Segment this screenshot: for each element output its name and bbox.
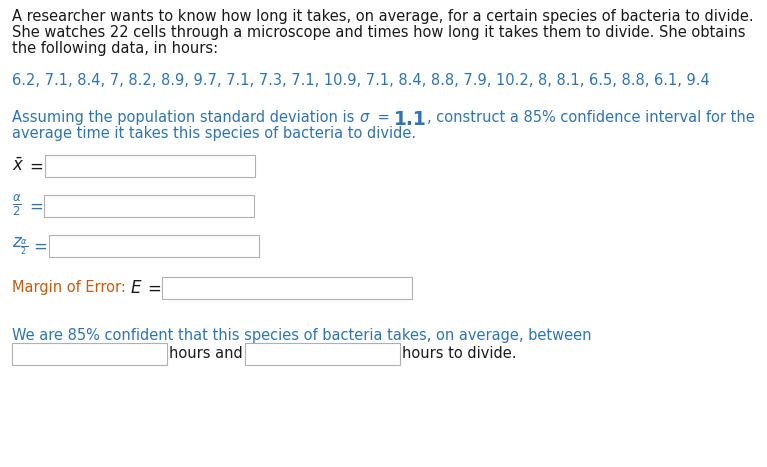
Text: We are 85% confident that this species of bacteria takes, on average, between: We are 85% confident that this species o… xyxy=(12,328,591,343)
Text: $\sigma$: $\sigma$ xyxy=(359,110,370,125)
Text: 1.1: 1.1 xyxy=(394,110,426,129)
Text: $=$: $=$ xyxy=(30,237,48,255)
Text: She watches 22 cells through a microscope and times how long it takes them to di: She watches 22 cells through a microscop… xyxy=(12,25,746,40)
Text: $E$: $E$ xyxy=(130,279,143,297)
FancyBboxPatch shape xyxy=(44,155,255,177)
Text: A researcher wants to know how long it takes, on average, for a certain species : A researcher wants to know how long it t… xyxy=(12,9,754,24)
FancyBboxPatch shape xyxy=(44,195,254,217)
Text: =: = xyxy=(373,110,394,125)
FancyBboxPatch shape xyxy=(163,277,413,299)
Text: , construct a 85% confidence interval for the: , construct a 85% confidence interval fo… xyxy=(426,110,755,125)
Text: $z_{\frac{\alpha}{2}}$: $z_{\frac{\alpha}{2}}$ xyxy=(12,235,28,257)
Text: $=$: $=$ xyxy=(26,157,44,175)
FancyBboxPatch shape xyxy=(245,343,400,365)
Text: hours and: hours and xyxy=(169,347,242,361)
FancyBboxPatch shape xyxy=(12,343,167,365)
Text: the following data, in hours:: the following data, in hours: xyxy=(12,41,218,56)
Text: $\frac{\alpha}{2}$: $\frac{\alpha}{2}$ xyxy=(12,193,21,219)
FancyBboxPatch shape xyxy=(48,235,258,257)
Text: 6.2, 7.1, 8.4, 7, 8.2, 8.9, 9.7, 7.1, 7.3, 7.1, 10.9, 7.1, 8.4, 8.8, 7.9, 10.2, : 6.2, 7.1, 8.4, 7, 8.2, 8.9, 9.7, 7.1, 7.… xyxy=(12,73,709,88)
Text: $=$: $=$ xyxy=(144,279,161,297)
Text: average time it takes this species of bacteria to divide.: average time it takes this species of ba… xyxy=(12,126,416,141)
Text: $=$: $=$ xyxy=(25,197,43,215)
Text: $\bar{x}$: $\bar{x}$ xyxy=(12,157,25,175)
Text: Assuming the population standard deviation is: Assuming the population standard deviati… xyxy=(12,110,359,125)
Text: Margin of Error:: Margin of Error: xyxy=(12,280,130,295)
Text: hours to divide.: hours to divide. xyxy=(402,347,516,361)
